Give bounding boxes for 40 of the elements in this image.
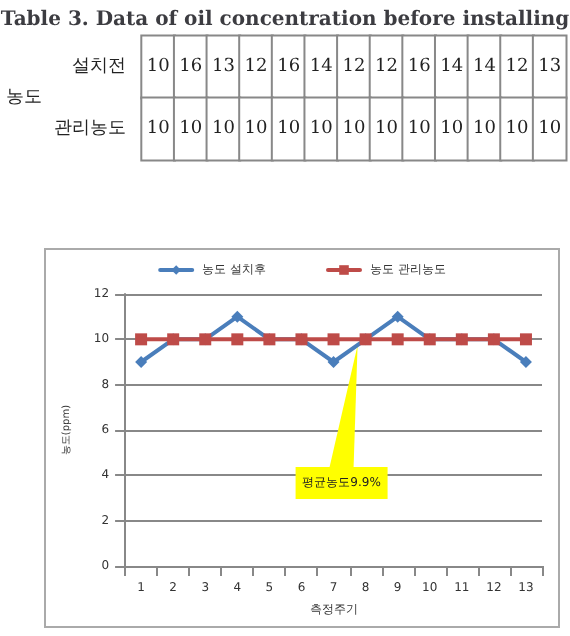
data-label: 14 xyxy=(472,57,497,77)
y-tick-label: 관리농도 xyxy=(53,119,126,139)
data-label: 12 xyxy=(244,57,268,77)
data-label: 10 xyxy=(146,57,171,77)
data-label: 10 xyxy=(277,119,301,139)
data-label: 10 xyxy=(407,119,432,139)
data-label: 16 xyxy=(277,57,301,77)
data-label: 10 xyxy=(211,119,236,139)
data-label: 10 xyxy=(472,119,497,139)
point xyxy=(519,356,532,368)
data-label: 10 xyxy=(146,119,171,139)
data-label: 12 xyxy=(505,57,529,77)
point xyxy=(327,356,340,368)
data-label: 16 xyxy=(407,57,432,77)
data-label: 10 xyxy=(342,119,366,139)
data-label: 10 xyxy=(309,119,334,139)
data-label: 14 xyxy=(309,57,334,77)
data-label: 10 xyxy=(179,119,203,139)
data-label: 16 xyxy=(179,57,203,77)
point xyxy=(519,333,532,346)
data-label: 10 xyxy=(375,119,399,139)
data-label: 10 xyxy=(440,119,464,139)
point xyxy=(231,333,244,346)
point xyxy=(135,333,148,346)
y-axis-title: 농도 xyxy=(6,88,42,108)
data-label: 10 xyxy=(244,119,269,139)
data-label: 14 xyxy=(440,57,464,77)
data-label: 12 xyxy=(375,57,398,77)
data-label: 10 xyxy=(538,119,562,139)
point xyxy=(327,333,340,346)
point xyxy=(135,356,148,368)
point xyxy=(391,310,404,323)
chart-title: Table 3. Data of oil concentration before installing xyxy=(0,9,570,31)
data-label: 13 xyxy=(211,57,236,77)
data-label: 13 xyxy=(538,57,562,77)
y-tick-label: 설치전 xyxy=(71,57,126,77)
point xyxy=(391,333,404,346)
point xyxy=(231,310,244,323)
data-label: 12 xyxy=(342,57,366,77)
data-label: 10 xyxy=(505,119,530,139)
